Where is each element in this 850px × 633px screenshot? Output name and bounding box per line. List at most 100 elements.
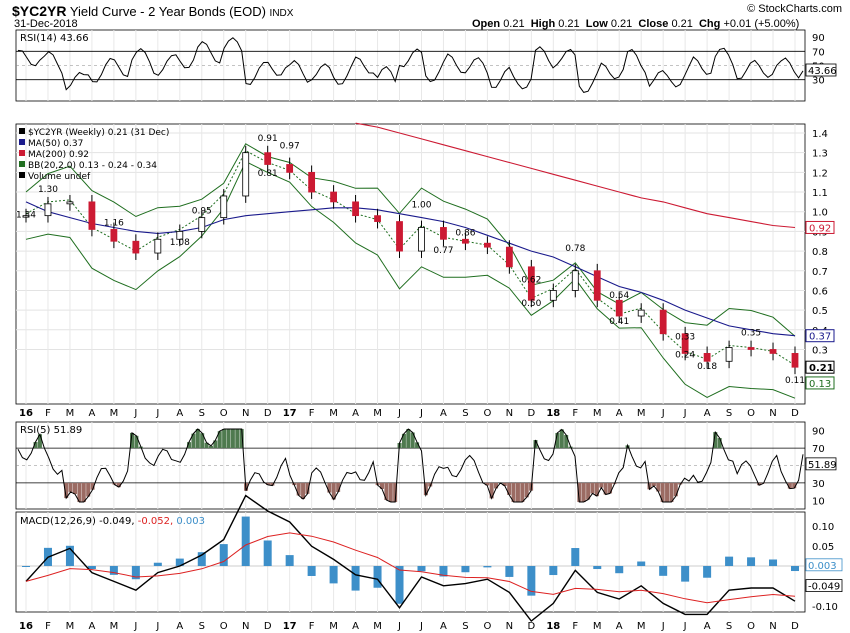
x-tick-label: S	[726, 408, 732, 419]
candle-body	[791, 353, 799, 368]
x-tick-label-bottom: F	[45, 621, 51, 632]
candle-body	[659, 309, 667, 335]
x-tick-label: A	[704, 408, 711, 419]
high-value: 0.21	[558, 18, 580, 30]
candle-body	[88, 201, 96, 230]
macd-histogram-bar	[505, 566, 514, 577]
macd-value-tag-text: -0.049	[808, 582, 840, 593]
price-annotation: 1.00	[411, 201, 431, 211]
x-tick-label: A	[440, 408, 447, 419]
price-annotation: 0.24	[675, 350, 695, 360]
price-value-tag-text: 0.13	[809, 379, 831, 390]
macd-histogram-bar	[175, 558, 184, 566]
x-tick-label: O	[483, 408, 491, 419]
candle-body	[286, 164, 294, 173]
macd-histogram-bar	[571, 548, 580, 566]
rsi5-value-tag	[805, 457, 837, 471]
change-value: +0.01 (+5.00%)	[723, 18, 800, 30]
macd-histogram-bar	[747, 557, 756, 566]
x-tick-label-bottom: J	[133, 621, 137, 632]
candle-body	[154, 238, 162, 254]
x-tick-label-bottom: A	[440, 621, 447, 632]
rsi5-tick-label: 30	[812, 479, 825, 490]
macd-histogram-bar	[87, 566, 96, 569]
candle-body	[66, 201, 74, 205]
x-tick-label: J	[133, 408, 137, 419]
price-annotation: 1.34	[16, 211, 36, 221]
price-annotation: 1.08	[170, 238, 190, 248]
x-tick-label-bottom: A	[352, 621, 359, 632]
legend-entry: MA(50) 0.37	[28, 139, 83, 149]
legend-entry: $YC2YR (Weekly) 0.21 (31 Dec)	[28, 128, 169, 138]
macd-histogram-bar	[263, 540, 272, 566]
x-tick-label: D	[791, 408, 799, 419]
x-tick-label-bottom: O	[483, 621, 491, 632]
x-tick-label-bottom: M	[593, 621, 602, 632]
macd-histogram-bar	[659, 566, 668, 576]
candle-body	[505, 246, 513, 268]
chart-title: $YC2YR Yield Curve - 2 Year Bonds (EOD) …	[12, 3, 293, 19]
price-value-tag-text: 0.37	[809, 332, 831, 343]
x-tick-label: S	[462, 408, 468, 419]
candle-body	[22, 215, 30, 218]
panel-macd	[15, 511, 806, 613]
x-tick-label-bottom: 17	[283, 621, 297, 632]
x-tick-label-bottom: A	[176, 621, 183, 632]
open-value: 0.21	[503, 18, 525, 30]
price-annotation: 0.81	[258, 169, 278, 179]
candle-body	[615, 299, 623, 317]
legend-entry: Volume undef	[28, 172, 91, 182]
candle-body	[681, 333, 689, 354]
macd-histogram-bar	[285, 555, 294, 566]
ma50-line	[25, 201, 796, 337]
macd-tick-label: -0.10	[812, 602, 838, 613]
price-annotation: 0.78	[565, 244, 585, 254]
x-tick-label: J	[683, 408, 687, 419]
macd-histogram-bar	[527, 566, 536, 596]
macd-histogram-bar	[483, 566, 492, 568]
price-tick-label: 0.5	[812, 306, 828, 317]
x-tick-label: D	[264, 408, 272, 419]
x-tick-label: N	[242, 408, 249, 419]
candle-body	[483, 242, 491, 248]
price-annotation: 0.35	[741, 329, 761, 339]
x-tick-label: F	[45, 408, 51, 419]
x-tick-label: O	[220, 408, 228, 419]
macd-histogram-bar	[461, 566, 470, 573]
legend-swatch	[19, 172, 25, 178]
ohlc-readout: Open 0.21 High 0.21 Low 0.21 Close 0.21 …	[472, 18, 800, 30]
x-tick-label-bottom: S	[462, 621, 468, 632]
bollinger-upper-band	[25, 143, 796, 337]
x-tick-label-bottom: M	[110, 621, 119, 632]
candle-body	[527, 266, 535, 301]
rsi5-tick-label: 10	[812, 496, 825, 507]
rsi5-line	[17, 428, 804, 503]
macd-histogram-bar	[395, 566, 404, 604]
legend-entry: BB(20,2.0) 0.13 - 0.24 - 0.34	[28, 161, 157, 171]
candle-body	[703, 353, 711, 362]
x-tick-label: 17	[283, 408, 297, 419]
rsi14-line	[17, 37, 804, 93]
macd-value-tag	[805, 579, 843, 592]
x-tick-label-bottom: J	[155, 621, 159, 632]
macd-histogram-bar	[769, 559, 778, 566]
ma200-line	[355, 122, 796, 229]
x-tick-label-bottom: J	[397, 621, 401, 632]
x-tick-label: M	[110, 408, 119, 419]
rsi5-tick-label: 70	[812, 444, 825, 455]
macd-histogram-bar	[131, 566, 140, 580]
rsi14-tick-label: 70	[812, 47, 825, 58]
x-tick-label: J	[397, 408, 401, 419]
macd-value-tag-text: 0.003	[808, 561, 837, 572]
rsi14-value-tag-text: 43.66	[808, 66, 837, 77]
macd-histogram-bar	[219, 544, 228, 566]
x-tick-label: M	[373, 408, 382, 419]
macd-histogram-bar	[351, 566, 360, 591]
x-tick-label: A	[352, 408, 359, 419]
candle-body	[396, 221, 403, 252]
x-tick-label-bottom: A	[616, 621, 623, 632]
legend-swatch	[19, 150, 25, 156]
x-tick-label-bottom: O	[747, 621, 755, 632]
price-tick-label: 1.1	[812, 188, 828, 199]
x-tick-label-bottom: F	[309, 621, 315, 632]
